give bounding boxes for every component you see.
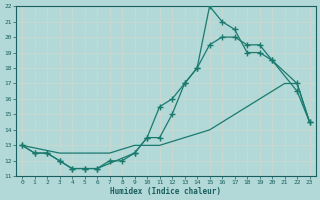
X-axis label: Humidex (Indice chaleur): Humidex (Indice chaleur) [110,187,221,196]
